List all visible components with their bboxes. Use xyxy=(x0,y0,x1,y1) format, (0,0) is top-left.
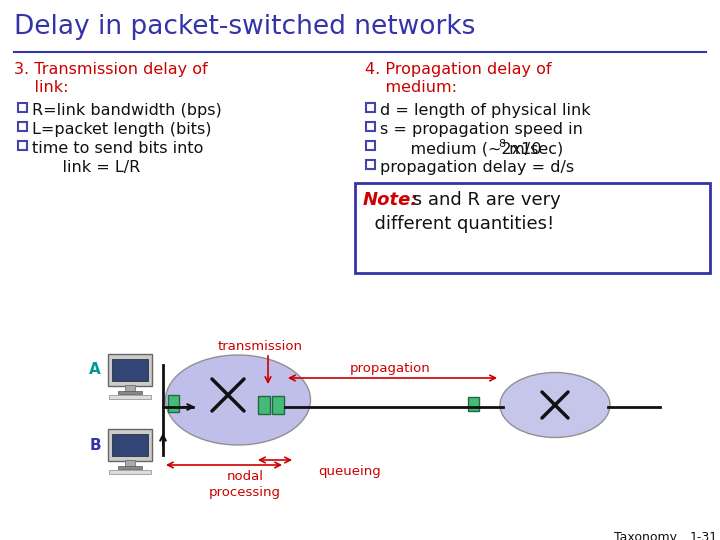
Text: L=packet length (bits): L=packet length (bits) xyxy=(32,122,212,137)
Bar xyxy=(272,396,284,414)
Bar xyxy=(109,470,151,474)
FancyBboxPatch shape xyxy=(108,354,152,386)
Text: 8: 8 xyxy=(498,139,505,149)
Text: queueing: queueing xyxy=(319,465,382,478)
Text: s = propagation speed in: s = propagation speed in xyxy=(380,122,583,137)
Bar xyxy=(258,396,270,414)
Bar xyxy=(112,359,148,381)
FancyBboxPatch shape xyxy=(355,183,710,273)
Text: propagation delay = d/s: propagation delay = d/s xyxy=(380,160,574,175)
FancyBboxPatch shape xyxy=(108,429,152,461)
Text: 3. Transmission delay of: 3. Transmission delay of xyxy=(14,62,207,77)
Text: R=link bandwidth (bps): R=link bandwidth (bps) xyxy=(32,103,222,118)
Ellipse shape xyxy=(500,373,610,437)
Text: different quantities!: different quantities! xyxy=(363,215,554,233)
Text: s and R are very: s and R are very xyxy=(407,191,561,209)
Bar xyxy=(118,391,142,394)
Text: Taxonomy: Taxonomy xyxy=(614,531,677,540)
Bar xyxy=(366,122,375,131)
Bar xyxy=(366,141,375,150)
Text: propagation: propagation xyxy=(350,362,431,375)
Text: time to send bits into: time to send bits into xyxy=(32,141,203,156)
Text: transmission: transmission xyxy=(217,340,302,353)
Text: 1-31: 1-31 xyxy=(690,531,718,540)
Text: link:: link: xyxy=(14,80,68,95)
Bar xyxy=(366,103,375,112)
Bar xyxy=(109,395,151,399)
Bar xyxy=(125,460,135,467)
Bar xyxy=(468,397,479,411)
Text: medium (~2x10: medium (~2x10 xyxy=(390,141,541,156)
Text: Note:: Note: xyxy=(363,191,418,209)
Text: A: A xyxy=(89,362,101,377)
Text: 4. Propagation delay of: 4. Propagation delay of xyxy=(365,62,552,77)
Bar xyxy=(18,103,27,112)
Text: d = length of physical link: d = length of physical link xyxy=(380,103,590,118)
Bar xyxy=(18,122,27,131)
Text: m/sec): m/sec) xyxy=(504,141,563,156)
Ellipse shape xyxy=(166,355,310,445)
Text: nodal
processing: nodal processing xyxy=(209,470,281,499)
Text: medium:: medium: xyxy=(365,80,457,95)
Bar xyxy=(168,395,179,412)
Text: B: B xyxy=(89,437,101,453)
Bar xyxy=(118,466,142,469)
Text: link = L/R: link = L/R xyxy=(42,160,140,175)
Bar xyxy=(366,160,375,169)
Bar xyxy=(125,385,135,392)
Bar xyxy=(18,141,27,150)
Bar xyxy=(112,434,148,456)
Text: Delay in packet-switched networks: Delay in packet-switched networks xyxy=(14,14,475,40)
